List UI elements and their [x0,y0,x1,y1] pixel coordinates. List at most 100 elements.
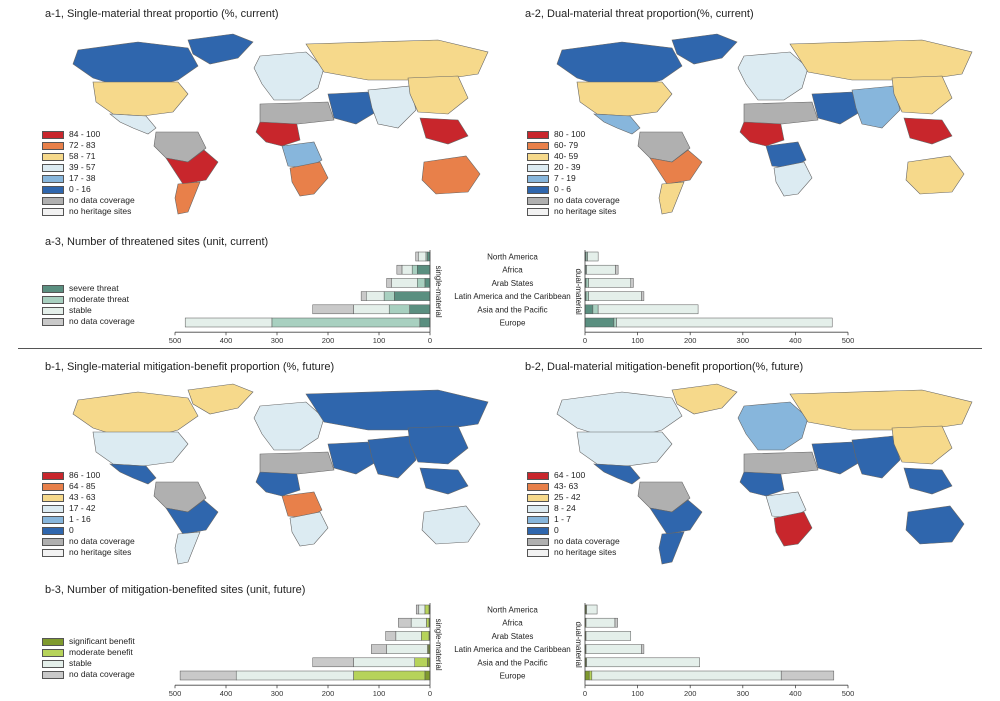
legend-item: moderate benefit [42,647,135,658]
legend-label: moderate benefit [69,647,133,657]
legend-item: severe threat [42,283,135,294]
legend-swatch [42,482,64,491]
map-region-europe [253,401,325,451]
category-label: Asia and the Pacific [477,658,547,667]
legend-label: significant benefit [69,636,135,646]
legend-item: stable [42,658,135,669]
map-region-east-asia [891,425,953,465]
legend-item: 1 - 7 [527,514,620,525]
bar-single-3-0 [415,604,420,615]
map-region-australia [905,155,965,195]
legend-swatch [527,163,549,172]
tick-label-single: 0 [428,689,432,698]
map-region-europe [737,51,809,101]
tick-label-single: 0 [428,336,432,345]
bar-dual-2-4 [586,657,700,668]
map-region-usa [576,81,673,117]
tick-label-dual: 300 [737,689,750,698]
legend-label: 39 - 57 [69,162,96,172]
legend-item: no data coverage [42,669,135,680]
map-region-north-africa [743,451,819,475]
category-label: Europe [500,672,526,681]
legend-swatch [527,515,549,524]
bar-single-0-2 [424,278,431,288]
legend-label: no data coverage [69,536,135,546]
bar-dual-0-5 [584,317,615,328]
legend-label: no data coverage [69,316,135,326]
legend-label: 0 [554,525,559,535]
bar-dual-3-1 [614,617,618,628]
category-label: North America [487,606,538,615]
map-region-se-asia [419,117,469,145]
legend-swatch [42,515,64,524]
legend-label: 0 [69,525,74,535]
tick-label-single: 400 [220,689,233,698]
legend-item: 84 - 100 [42,129,135,140]
bar-dual-2-4 [597,304,699,315]
map-region-africa-s [289,511,329,547]
map-region-australia [421,505,481,545]
legend-label: 1 - 16 [69,514,91,524]
legend-swatch [42,174,64,183]
panel-a2-title: a-2, Dual-material threat proportion(%, … [525,8,754,20]
bar-single-2-2 [395,631,422,641]
legend-label: 43- 63 [554,481,579,491]
legend-swatch [42,526,64,535]
map-region-north-africa [743,101,819,125]
chart-b3-legend: significant benefit moderate benefit stabl… [42,636,135,680]
legend-item: no data coverage [527,536,620,547]
map-region-canada [556,391,683,439]
legend-item: 8 - 24 [527,503,620,514]
legend-swatch [527,141,549,150]
legend-item: 39 - 57 [42,162,135,173]
map-region-canada [556,41,683,89]
legend-swatch [527,493,549,502]
legend-label: 0 - 6 [554,184,572,194]
legend-swatch [527,526,549,535]
legend-label: stable [69,305,92,315]
map-region-south-am-s [658,531,685,565]
bar-single-3-5 [179,670,237,681]
bar-single-1-4 [388,304,410,315]
map-region-south-asia [367,85,417,129]
bar-single-2-1 [401,264,413,275]
map-region-africa-s [773,161,813,197]
legend-label: 80 - 100 [554,129,586,139]
legend-label: 7 - 19 [554,173,576,183]
bar-single-3-4 [312,304,354,315]
tick-label-dual: 500 [842,336,855,345]
map-region-europe [737,401,809,451]
legend-label: 17 - 38 [69,173,96,183]
legend-item: 0 - 6 [527,184,620,195]
bar-single-1-1 [426,617,430,628]
legend-label: 8 - 24 [554,503,576,513]
legend-item: 58 - 71 [42,151,135,162]
map-region-usa [92,81,189,117]
map-a1-legend: 84 - 100 72 - 83 58 - 71 39 - 57 17 - 38 0 - … [42,129,135,217]
legend-item: no heritage sites [527,206,620,217]
map-region-greenland [187,33,254,65]
legend-label: no heritage sites [69,206,132,216]
legend-swatch [42,471,64,480]
category-label: Latin America and the Caribbean [454,645,571,654]
bar-single-3-2 [385,631,397,641]
map-region-russia-asia [305,389,489,431]
legend-swatch [527,207,549,216]
tick-label-dual: 500 [842,689,855,698]
legend-swatch [42,163,64,172]
map-region-australia [421,155,481,195]
legend-swatch [42,185,64,194]
map-a1-world [72,33,489,215]
side-label-dual: dual-material [574,268,583,314]
map-region-middle-east [811,91,861,125]
legend-item: no data coverage [42,536,135,547]
map-b2-world [556,383,973,565]
tick-label-single: 500 [169,689,182,698]
bar-dual-2-1 [585,617,616,628]
legend-label: 64 - 100 [554,470,586,480]
legend-item: no heritage sites [42,547,135,558]
map-a2-world [556,33,973,215]
legend-item: moderate threat [42,294,135,305]
bar-dual-2-2 [585,631,632,641]
bar-single-1-1 [411,264,418,275]
